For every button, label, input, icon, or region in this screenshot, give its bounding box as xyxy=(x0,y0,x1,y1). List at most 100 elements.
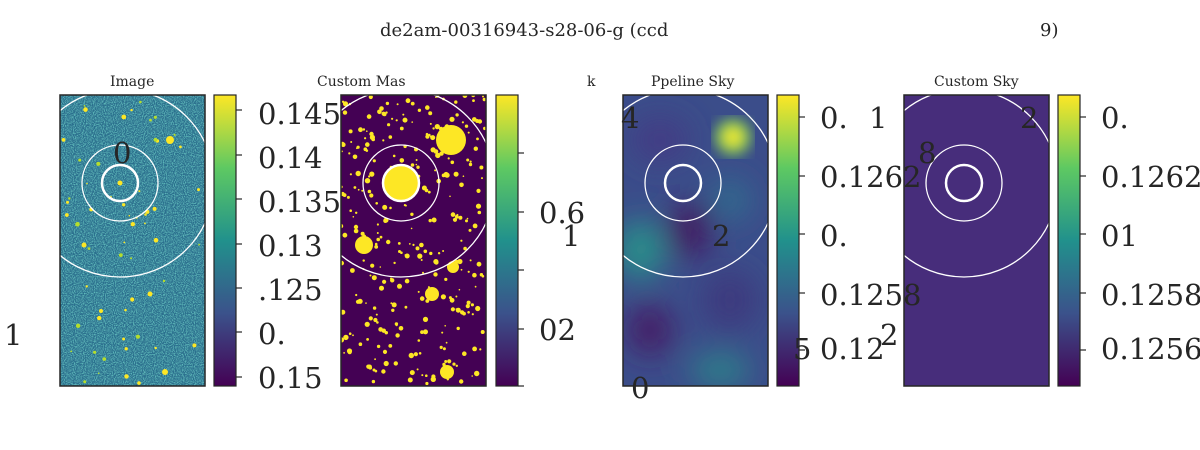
mask-pixel xyxy=(390,302,393,305)
mask-pixel xyxy=(442,250,445,252)
mask-pixel xyxy=(355,170,361,177)
mask-pixel xyxy=(348,332,352,336)
stray-label: 0 xyxy=(631,371,650,405)
colorbar-tick-label: .125 xyxy=(258,273,323,307)
mask-pixel xyxy=(429,251,433,256)
colorbar-tick-label: 02 xyxy=(539,313,576,347)
mask-pixel xyxy=(379,285,384,291)
mask-pixel xyxy=(455,113,459,117)
mask-pixel xyxy=(356,147,358,150)
mask-pixel xyxy=(397,242,401,245)
panel-title-custom-mask: Custom Mas xyxy=(317,74,406,90)
image-point-source xyxy=(93,350,97,354)
mask-pixel xyxy=(386,239,391,245)
mask-pixel xyxy=(352,154,358,160)
colorbar-tick-label: 0.1256 xyxy=(1101,332,1200,366)
mask-pixel xyxy=(411,121,414,123)
mask-pixel xyxy=(420,259,423,261)
mask-pixel xyxy=(361,189,364,192)
mask-pixel xyxy=(376,344,381,349)
mask-pixel xyxy=(419,242,424,248)
image-point-source xyxy=(130,257,133,260)
mask-pixel xyxy=(428,133,431,137)
mask-pixel xyxy=(454,100,458,104)
custom-sky-aperture-inner xyxy=(944,163,984,203)
mask-pixel xyxy=(369,171,375,177)
mask-pixel xyxy=(403,204,406,207)
mask-pixel xyxy=(417,339,421,342)
mask-pixel xyxy=(433,272,438,277)
mask-pixel xyxy=(467,311,470,314)
image-point-source xyxy=(122,337,126,341)
mask-pixel xyxy=(387,123,391,127)
mask-pixel xyxy=(372,159,376,163)
image-colorbar xyxy=(213,94,237,387)
mask-pixel xyxy=(425,132,429,136)
mask-pixel xyxy=(464,124,469,128)
mask-pixel xyxy=(472,99,475,102)
mask-pixel xyxy=(376,223,379,226)
custom-sky-colorbar xyxy=(1057,94,1081,387)
mask-pixel xyxy=(374,245,379,249)
mask-pixel xyxy=(373,317,378,323)
colorbar-tick-label: 0.135 xyxy=(258,185,342,219)
mask-pixel xyxy=(481,177,483,180)
image-point-source xyxy=(87,247,91,250)
mask-pixel xyxy=(368,175,371,178)
mask-pixel xyxy=(349,209,353,212)
mask-pixel xyxy=(435,152,441,159)
mask-pixel xyxy=(468,162,473,167)
mask-pixel xyxy=(357,188,360,191)
image-panel xyxy=(60,95,205,386)
mask-pixel xyxy=(389,206,392,210)
pipeline-aperture-mid xyxy=(644,144,722,222)
mask-pixel xyxy=(421,185,427,191)
pipeline-sky-colorbar xyxy=(776,94,800,387)
mask-pixel xyxy=(471,313,474,316)
image-point-source xyxy=(102,357,107,361)
mask-pixel xyxy=(358,342,363,347)
image-point-source xyxy=(83,107,88,112)
mask-blob xyxy=(425,287,439,301)
mask-pixel xyxy=(341,141,345,147)
mask-pixel xyxy=(353,186,357,189)
image-point-source xyxy=(70,350,73,353)
stray-label: 1 xyxy=(869,101,888,135)
mask-pixel xyxy=(466,217,469,220)
colorbar-tick-label: 0. xyxy=(820,101,848,135)
image-aperture-mid xyxy=(81,144,159,222)
mask-pixel xyxy=(417,253,423,259)
mask-pixel xyxy=(376,232,379,234)
mask-pixel xyxy=(412,243,415,246)
mask-pixel xyxy=(432,127,435,130)
mask-pixel xyxy=(375,202,379,205)
mask-pixel xyxy=(425,381,429,386)
mask-pixel xyxy=(392,154,396,158)
mask-aperture-mid xyxy=(362,144,440,222)
mask-pixel xyxy=(364,137,367,140)
mask-pixel xyxy=(471,375,474,377)
mask-pixel xyxy=(415,163,418,166)
mask-pixel xyxy=(450,212,456,217)
mask-pixel xyxy=(358,127,363,133)
image-point-source xyxy=(135,334,140,339)
mask-pixel xyxy=(429,135,432,138)
mask-pixel xyxy=(342,110,348,115)
mask-pixel xyxy=(366,338,369,341)
mask-pixel xyxy=(469,160,472,163)
mask-aperture-inner xyxy=(381,163,421,203)
mask-pixel xyxy=(371,379,376,384)
pipeline-sky-frame xyxy=(622,94,769,387)
image-point-source xyxy=(153,115,157,119)
mask-pixel xyxy=(459,379,464,384)
mask-pixel xyxy=(450,160,455,165)
mask-pixel xyxy=(372,306,377,310)
mask-pixel xyxy=(366,364,371,369)
image-point-source xyxy=(97,372,100,375)
image-point-source xyxy=(75,222,80,227)
mask-pixel xyxy=(368,95,373,100)
mask-pixel xyxy=(467,270,470,273)
image-heatmap xyxy=(60,95,205,386)
mask-pixel xyxy=(455,364,458,367)
image-point-source xyxy=(173,133,176,136)
